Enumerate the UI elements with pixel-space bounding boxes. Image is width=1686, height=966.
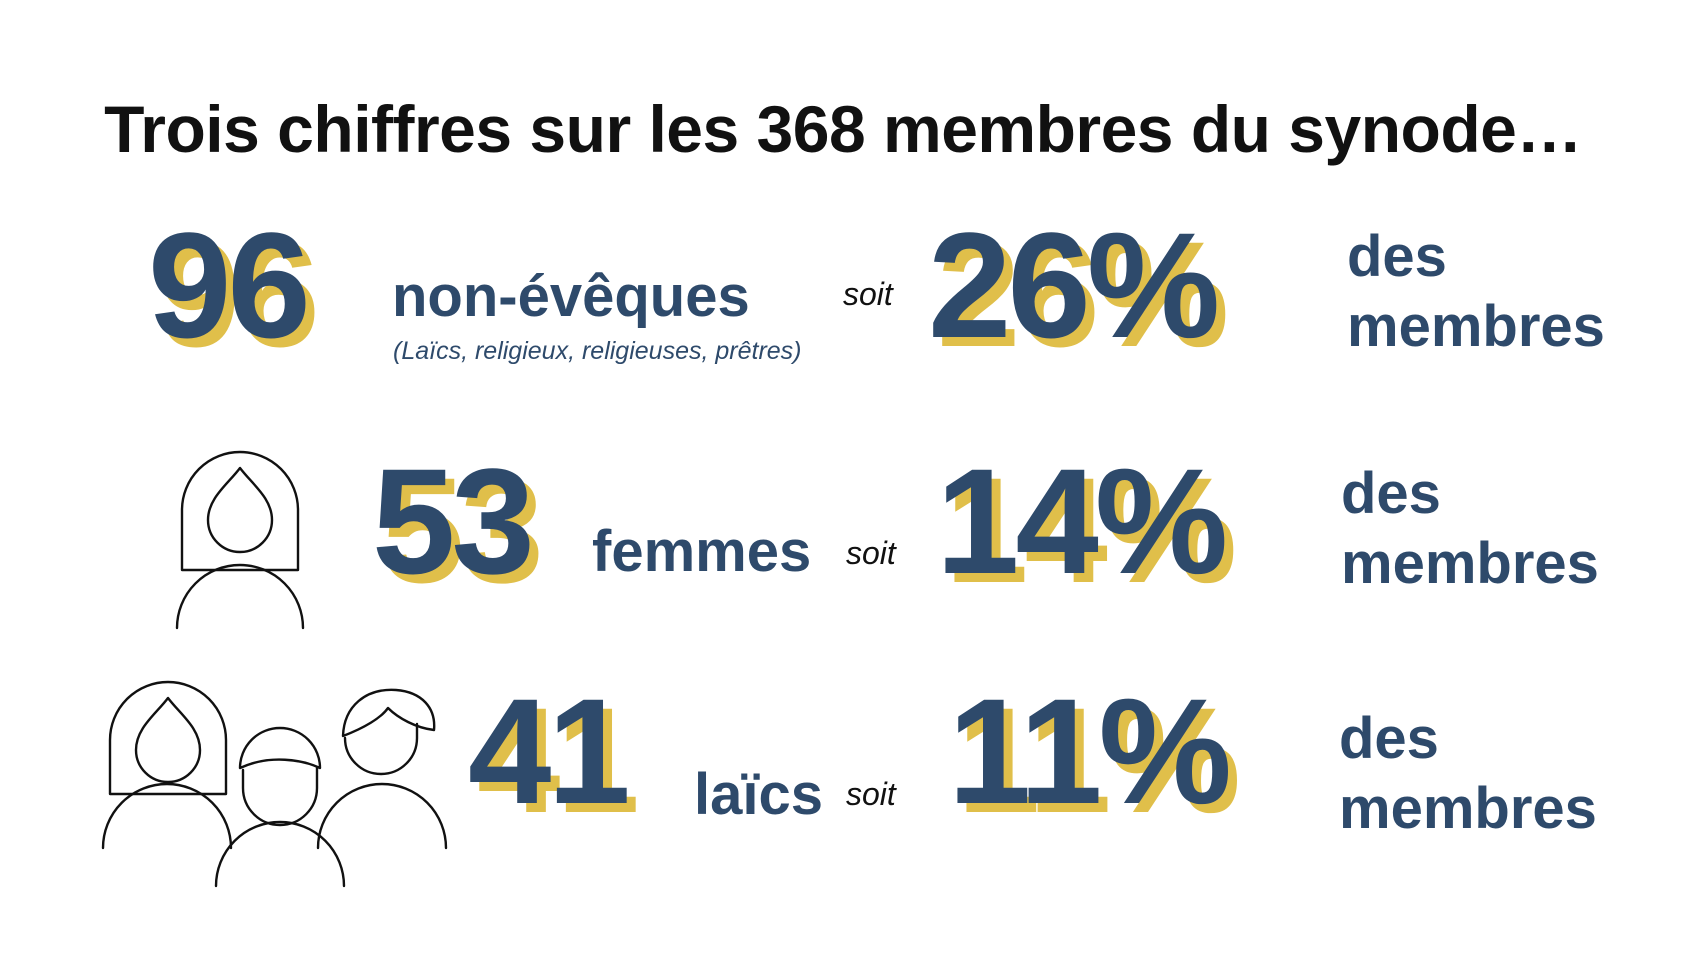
page-title: Trois chiffres sur les 368 membres du sy…: [104, 92, 1582, 166]
suffix-line-des: des: [1341, 461, 1441, 526]
woman-face-outline: [206, 466, 274, 554]
non-bishops-sublabel: (Laïcs, religieux, religieuses, prêtres): [393, 337, 802, 365]
woman-shoulders: [175, 563, 305, 630]
suffix-line-des: des: [1347, 224, 1447, 289]
percent-suffix: des membres: [1341, 459, 1599, 598]
man-hair-outline: [341, 688, 436, 738]
lay-label: laïcs: [694, 762, 823, 827]
woman-shoulders: [101, 782, 233, 850]
suffix-line-membres: membres: [1341, 530, 1599, 596]
percent-suffix: des membres: [1339, 704, 1597, 843]
suffix-line-des: des: [1339, 706, 1439, 771]
suffix-line-membres: membres: [1347, 293, 1605, 359]
non-bishops-label: non-évêques: [392, 264, 750, 329]
suffix-line-membres: membres: [1339, 775, 1597, 841]
woman-hair-outline: [108, 680, 228, 796]
woman-hair-outline: [180, 450, 300, 572]
man-face-outline: [343, 722, 419, 776]
non-bishops-count: 96: [148, 201, 311, 369]
soit-connector: soit: [843, 276, 893, 312]
lay-people-group-icon: [101, 680, 448, 888]
non-bishops-percent: 26%: [928, 201, 1220, 369]
person-shoulders: [214, 820, 346, 888]
woman-icon: [175, 450, 305, 630]
man-shoulders: [316, 782, 448, 850]
percent-suffix: des membres: [1347, 222, 1605, 361]
person-hair-outline: [238, 726, 322, 770]
person-face-outline: [241, 766, 319, 827]
women-percent: 14%: [936, 437, 1228, 605]
soit-connector: soit: [846, 776, 896, 812]
woman-face-outline: [134, 696, 202, 784]
soit-connector: soit: [846, 535, 896, 571]
women-count: 53: [372, 437, 535, 605]
lay-percent: 11%: [948, 667, 1232, 835]
women-label: femmes: [592, 519, 812, 584]
lay-count: 41: [468, 667, 631, 835]
